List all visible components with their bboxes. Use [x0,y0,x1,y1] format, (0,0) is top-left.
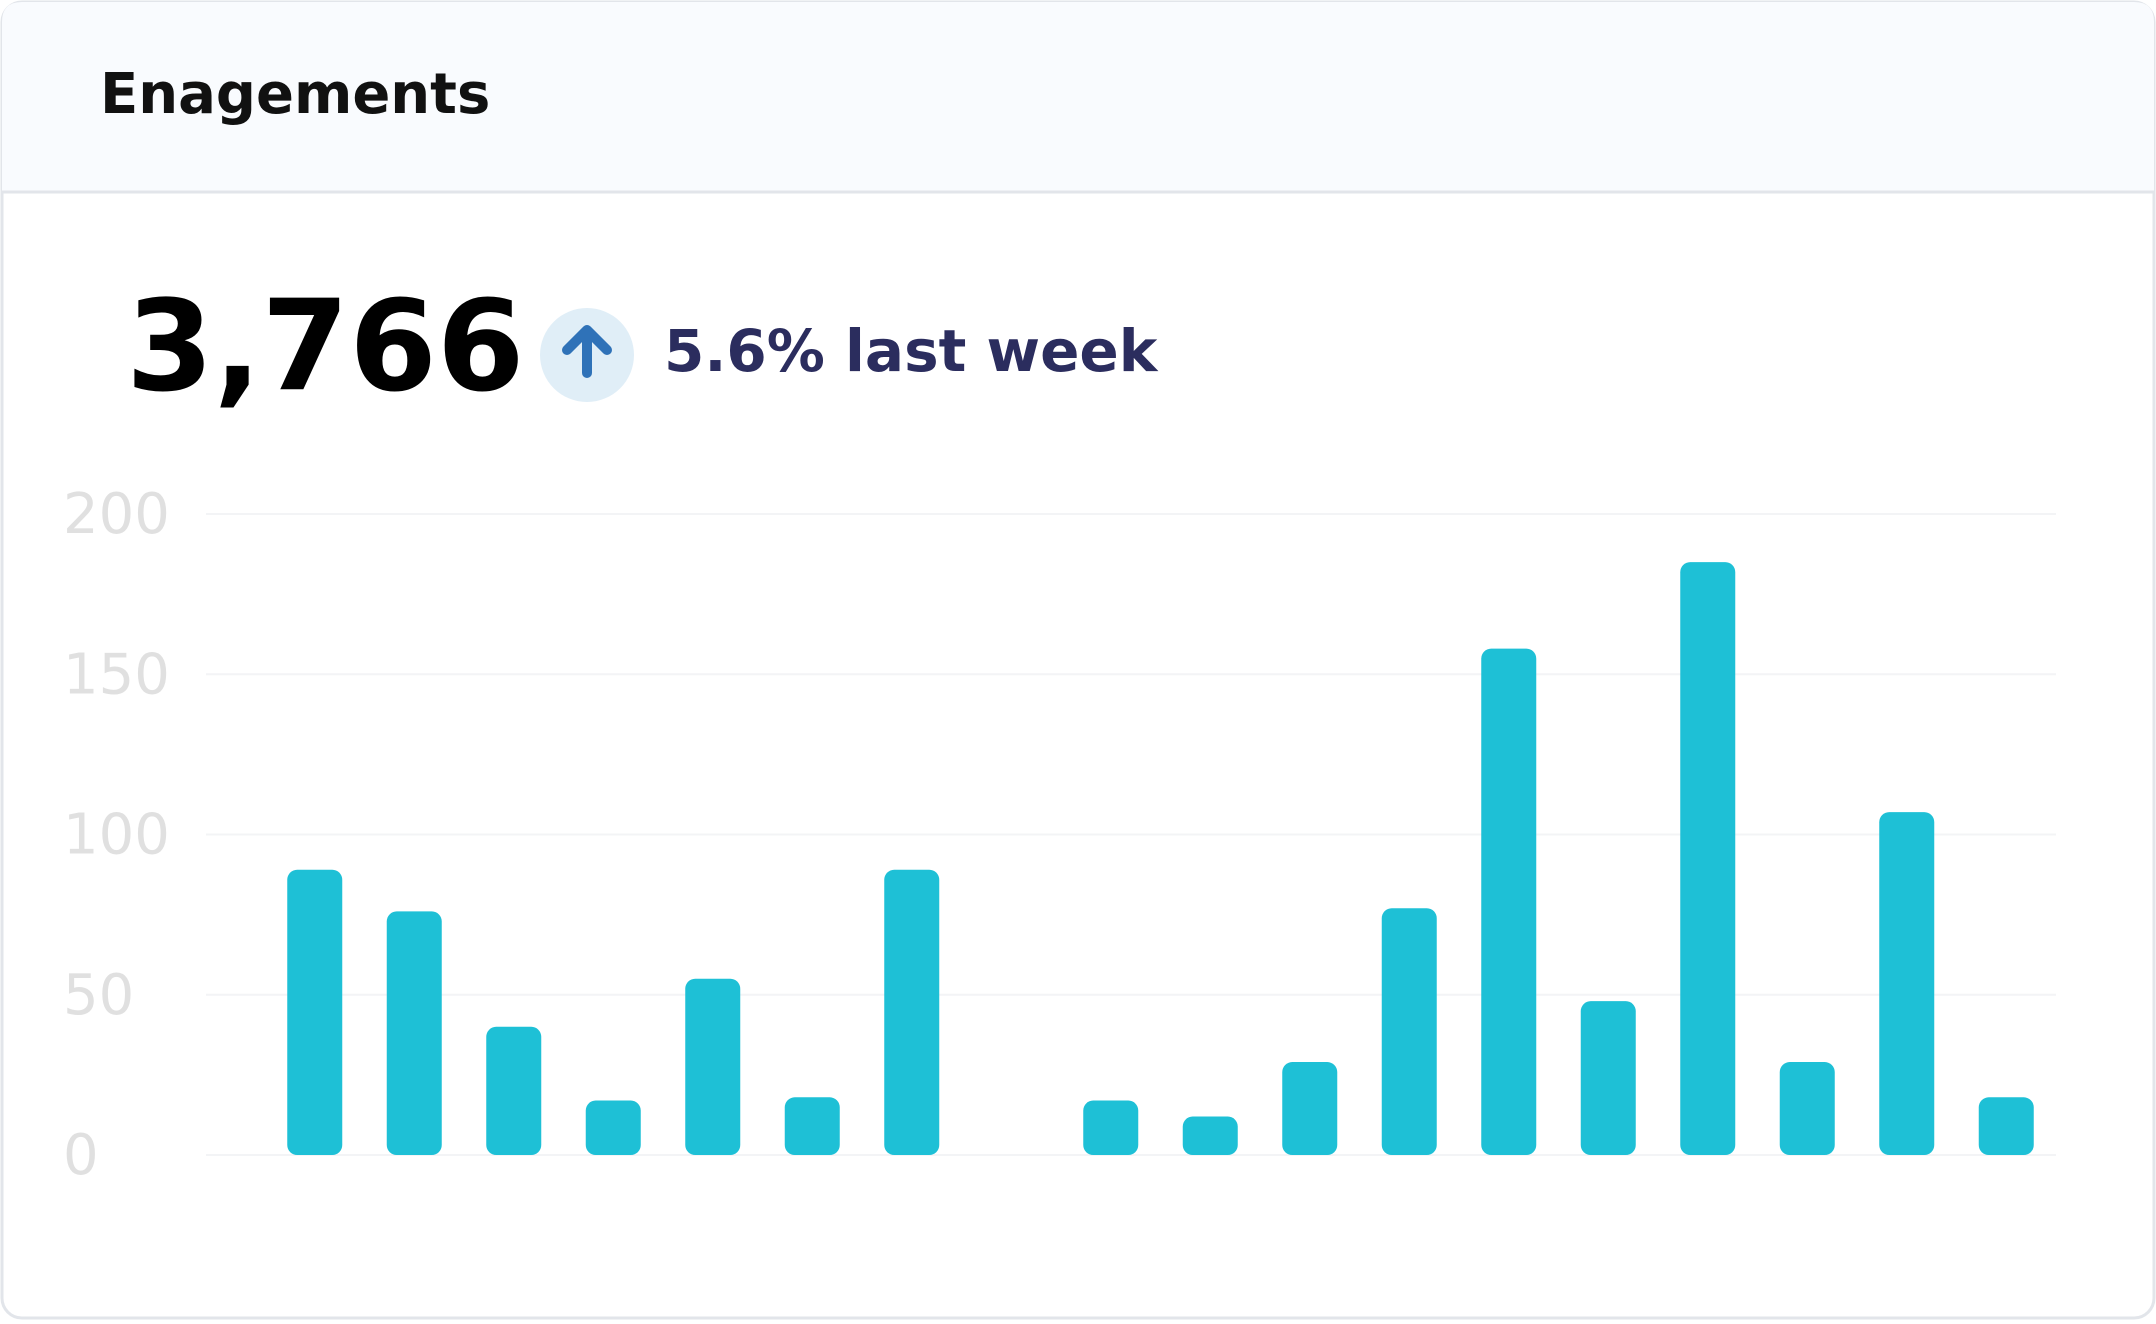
y-tick-label: 0 [63,1123,99,1188]
bar [486,1026,542,1155]
bar [1481,648,1537,1155]
bar [386,911,442,1155]
metric-value: 3,766 [126,273,525,420]
bar [585,1100,641,1155]
y-tick-label: 50 [63,963,134,1028]
bar [884,869,940,1155]
bar [1779,1062,1835,1155]
bar [784,1097,840,1155]
y-tick-label: 200 [63,482,170,547]
bar [1282,1062,1338,1155]
bar [1580,1001,1636,1155]
bar [685,978,741,1155]
bar [1083,1100,1139,1155]
bar [1978,1097,2034,1155]
up-arrow-icon [562,325,612,378]
bar [1680,562,1736,1155]
y-tick-label: 100 [63,803,170,868]
bar [1182,1116,1238,1155]
card-title: Enagements [100,62,490,127]
y-tick-label: 150 [63,642,170,707]
bar [1381,908,1437,1155]
metric-change: 5.6% last week [664,317,1159,385]
bar [1879,812,1935,1155]
bar [287,869,343,1155]
card-header [2,2,2154,192]
